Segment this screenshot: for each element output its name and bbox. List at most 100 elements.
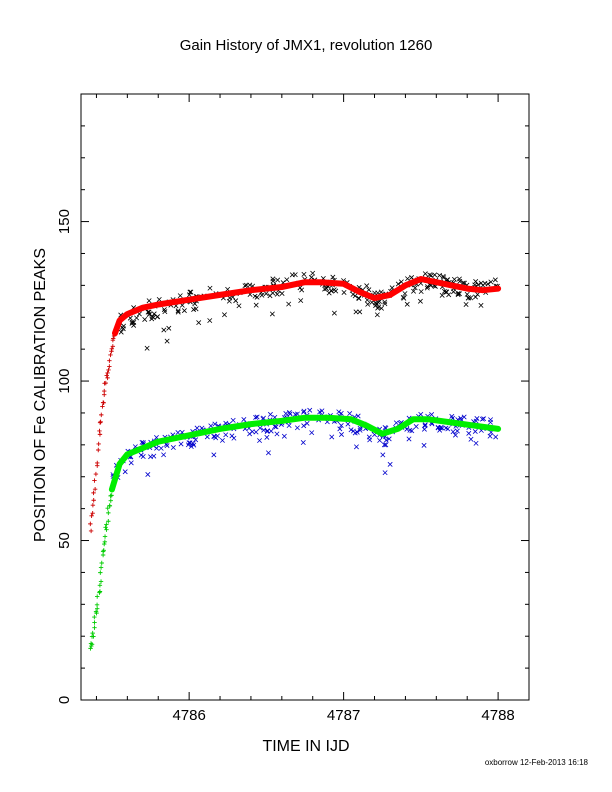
data-point <box>151 453 157 459</box>
data-series-3-markers <box>88 485 115 651</box>
data-point <box>383 442 389 448</box>
data-point <box>353 444 359 450</box>
data-point <box>88 641 94 646</box>
credit-footer: oxborrow 12-Feb-2013 16:18 <box>484 758 588 767</box>
data-point <box>292 272 298 278</box>
x-tick-label: 4788 <box>481 707 514 724</box>
data-point <box>310 270 316 276</box>
data-point <box>301 271 307 277</box>
data-point <box>131 319 137 325</box>
data-point <box>406 436 412 442</box>
data-point <box>294 425 300 431</box>
data-point <box>450 429 456 435</box>
data-point <box>348 427 354 433</box>
data-point <box>233 298 239 304</box>
data-point <box>452 432 458 438</box>
data-point <box>294 411 300 417</box>
data-point <box>88 646 93 651</box>
data-point <box>456 291 462 297</box>
data-point <box>107 364 112 369</box>
data-point <box>382 470 388 476</box>
data-point <box>345 421 351 427</box>
data-point <box>337 426 343 432</box>
data-point <box>379 305 384 311</box>
data-point <box>149 314 155 320</box>
data-point <box>309 430 315 436</box>
y-tick-label: 50 <box>56 532 73 549</box>
data-point <box>223 432 229 438</box>
data-point <box>373 303 379 309</box>
data-point <box>354 429 360 435</box>
data-point <box>364 283 370 289</box>
data-point <box>204 434 210 440</box>
data-point <box>211 433 217 439</box>
data-point <box>92 478 97 483</box>
data-point <box>196 320 202 326</box>
data-point <box>468 436 474 442</box>
data-point <box>274 431 280 437</box>
data-point <box>473 278 479 284</box>
data-point <box>331 287 337 293</box>
data-point <box>181 308 187 314</box>
data-point <box>104 527 109 532</box>
data-point <box>88 521 93 527</box>
data-point <box>463 301 469 307</box>
data-point <box>400 294 406 300</box>
data-point <box>162 309 168 315</box>
data-point <box>142 316 148 322</box>
data-point <box>421 442 427 448</box>
data-point <box>257 425 263 431</box>
data-point <box>440 273 446 279</box>
data-point <box>270 290 276 296</box>
data-point <box>100 549 106 554</box>
data-point <box>146 298 152 304</box>
data-point <box>97 420 103 425</box>
plot-frame <box>80 93 530 701</box>
data-point <box>422 422 428 428</box>
x-tick-label: 4787 <box>327 707 360 724</box>
data-point <box>449 413 455 419</box>
data-point <box>236 303 242 309</box>
data-point <box>393 420 399 426</box>
data-point <box>326 290 332 296</box>
data-point <box>221 312 227 318</box>
data-point <box>269 311 275 317</box>
data-point <box>106 367 111 373</box>
data-point <box>190 440 196 446</box>
data-point <box>110 344 116 349</box>
data-point <box>357 425 363 431</box>
data-point <box>264 428 270 434</box>
data-point <box>161 452 167 458</box>
data-point <box>298 298 304 304</box>
data-point <box>422 423 428 429</box>
data-point <box>94 606 100 611</box>
data-point <box>94 602 100 607</box>
data-point <box>90 510 95 516</box>
data-point <box>98 579 104 584</box>
data-point <box>366 434 372 440</box>
data-point <box>103 525 108 530</box>
data-point <box>270 278 276 284</box>
data-point <box>339 432 344 437</box>
data-point <box>301 423 307 429</box>
data-point <box>98 565 104 570</box>
data-point <box>187 289 193 295</box>
data-point <box>104 522 109 527</box>
data-point <box>478 302 484 308</box>
data-point <box>106 510 111 516</box>
data-point <box>353 309 359 315</box>
data-point <box>188 289 194 295</box>
data-point <box>411 288 417 294</box>
data-point <box>102 392 107 397</box>
data-point <box>194 425 200 431</box>
data-point <box>341 289 347 295</box>
data-point <box>466 430 472 436</box>
data-point <box>347 411 353 417</box>
data-point <box>105 506 110 511</box>
data-point <box>338 410 344 416</box>
data-point <box>164 443 170 449</box>
data-point <box>300 440 306 446</box>
data-point <box>97 428 102 434</box>
data-point <box>253 414 259 420</box>
